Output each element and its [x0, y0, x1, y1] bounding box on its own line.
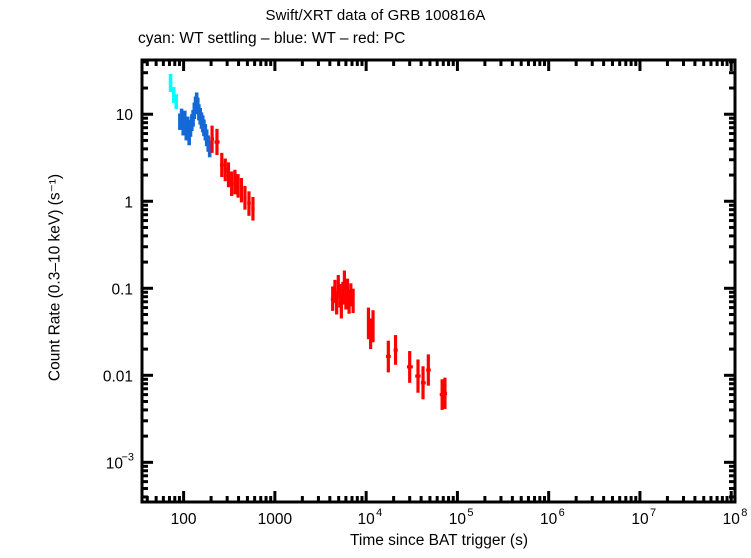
series-pc: [210, 125, 448, 410]
y-tick-label-1: 1: [124, 194, 133, 211]
x-tick-exponent-5: 7: [650, 507, 656, 519]
y-tick-label-2: 0.1: [111, 281, 133, 298]
y-tick-label-4: 10: [106, 455, 124, 472]
y-tick-label-0: 10: [116, 107, 134, 124]
data-points: [168, 73, 448, 410]
series-wt-settling: [168, 73, 179, 109]
x-tick-label-6: 10: [723, 511, 741, 528]
x-tick-label-2: 10: [358, 511, 376, 528]
x-tick-label-1: 1000: [258, 511, 293, 528]
chart-title: Swift/XRT data of GRB 100816A: [265, 7, 486, 24]
y-tick-exponent-4: −3: [121, 451, 134, 463]
x-tick-exponent-6: 8: [741, 507, 747, 519]
axis-ticks: [142, 60, 735, 502]
chart-subtitle-legend: cyan: WT settling – blue: WT – red: PC: [138, 30, 406, 47]
x-tick-exponent-2: 4: [376, 507, 382, 519]
y-tick-label-3: 0.01: [103, 368, 133, 385]
x-axis-label: Time since BAT trigger (s): [349, 532, 528, 549]
x-tick-label-4: 10: [540, 511, 558, 528]
x-tick-exponent-3: 5: [467, 507, 473, 519]
x-tick-label-3: 10: [449, 511, 467, 528]
x-tick-exponent-4: 6: [559, 507, 565, 519]
x-tick-label-5: 10: [631, 511, 649, 528]
x-tick-label-0: 100: [171, 511, 197, 528]
series-wt: [178, 92, 212, 158]
axes-frame: [140, 58, 737, 504]
